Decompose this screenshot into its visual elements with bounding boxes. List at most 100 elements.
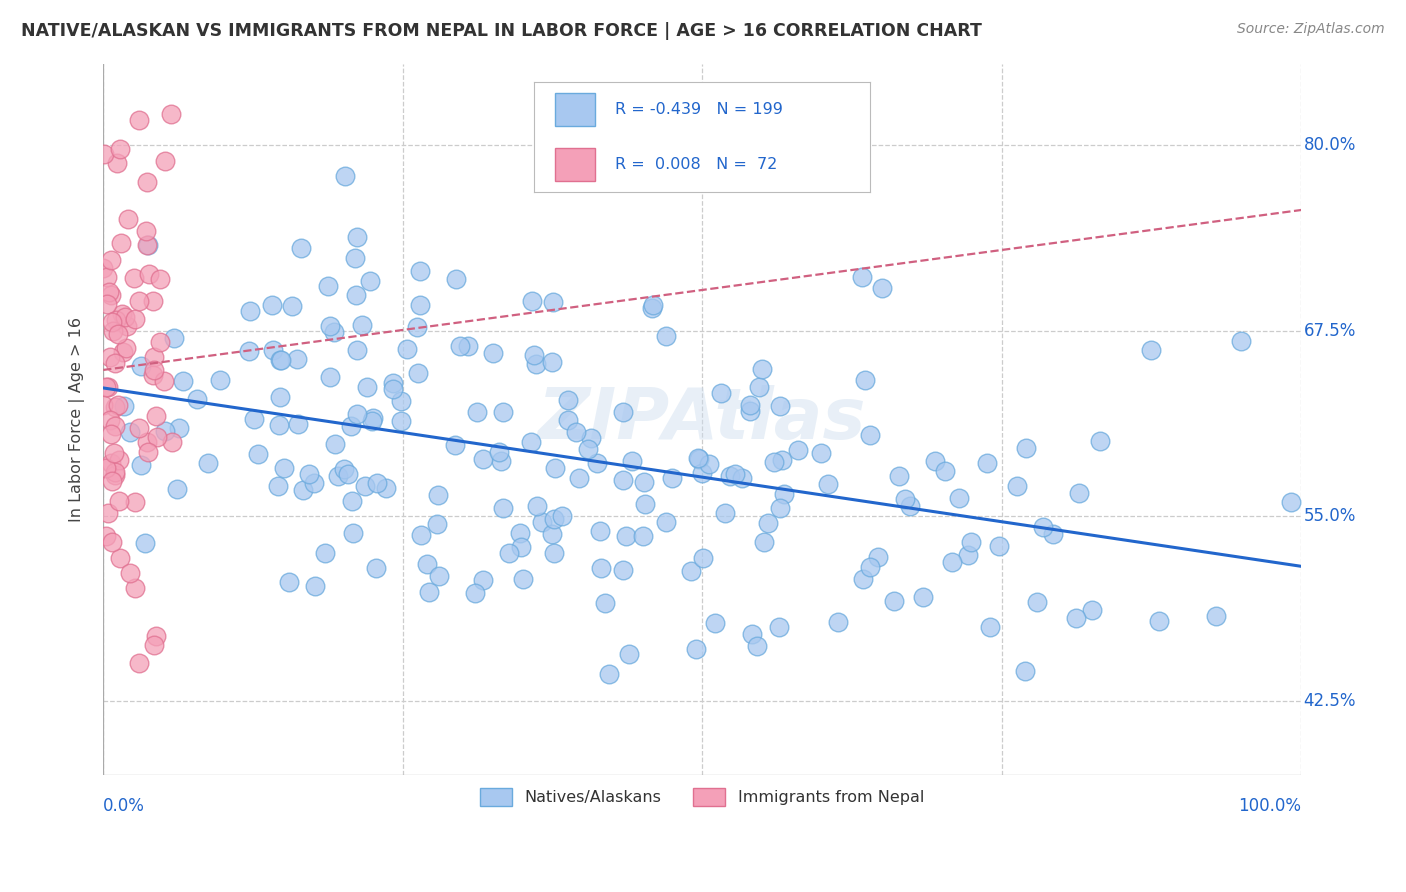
Point [492, 405, 515, 419]
Point [620, 454, 643, 468]
Point [520, 434, 543, 449]
Point [444, 438, 467, 452]
Point [328, 469, 350, 483]
Point [143, 638, 166, 652]
Point [686, 450, 709, 465]
Point [763, 455, 786, 469]
Point [340, 419, 363, 434]
Point [153, 424, 176, 438]
Point [262, 298, 284, 312]
Point [359, 274, 381, 288]
Point [1042, 527, 1064, 541]
Point [323, 325, 346, 339]
Point [100, 287, 122, 301]
Point [1025, 594, 1047, 608]
Point [267, 418, 290, 433]
Point [122, 270, 145, 285]
Text: Source: ZipAtlas.com: Source: ZipAtlas.com [1237, 22, 1385, 37]
Point [269, 390, 291, 404]
Point [911, 590, 934, 604]
Point [489, 454, 512, 468]
Point [146, 430, 169, 444]
Text: ZIPAtlas: ZIPAtlas [538, 384, 866, 454]
Point [342, 525, 364, 540]
Point [540, 526, 562, 541]
Point [740, 404, 762, 418]
Point [246, 448, 269, 462]
Point [1066, 611, 1088, 625]
Point [104, 468, 127, 483]
Point [97, 380, 120, 394]
Point [346, 230, 368, 244]
Point [859, 560, 882, 574]
Point [96, 270, 118, 285]
Point [107, 326, 129, 341]
Point [100, 457, 122, 471]
Point [941, 555, 963, 569]
Point [316, 279, 339, 293]
Point [770, 452, 793, 467]
Point [557, 393, 579, 408]
Point [769, 399, 792, 413]
Point [354, 479, 377, 493]
Point [471, 451, 494, 466]
Point [366, 561, 388, 575]
Point [346, 407, 368, 421]
Point [197, 456, 219, 470]
Text: 67.5%: 67.5% [1303, 321, 1355, 340]
Point [186, 392, 208, 406]
Point [159, 106, 181, 120]
Point [238, 344, 260, 359]
Point [612, 473, 634, 487]
Point [314, 546, 336, 560]
Point [409, 528, 432, 542]
Point [948, 491, 970, 505]
Point [346, 343, 368, 357]
Point [488, 445, 510, 459]
Point [124, 312, 146, 326]
Point [142, 368, 165, 383]
Point [641, 301, 664, 316]
Point [747, 639, 769, 653]
Point [145, 409, 167, 423]
Point [292, 483, 315, 497]
Point [100, 253, 122, 268]
Point [769, 500, 792, 515]
Point [612, 563, 634, 577]
Point [427, 569, 450, 583]
Point [124, 495, 146, 509]
Point [381, 382, 404, 396]
Point [589, 561, 612, 575]
Point [153, 154, 176, 169]
Point [104, 356, 127, 370]
Point [128, 421, 150, 435]
Text: 0.0%: 0.0% [103, 797, 145, 815]
Point [346, 288, 368, 302]
Point [633, 528, 655, 542]
Point [135, 238, 157, 252]
Point [894, 492, 917, 507]
Point [304, 578, 326, 592]
Point [115, 318, 138, 333]
Point [979, 620, 1001, 634]
Point [406, 319, 429, 334]
Point [297, 467, 319, 482]
Point [97, 506, 120, 520]
Point [612, 404, 634, 418]
Point [128, 656, 150, 670]
Point [96, 529, 118, 543]
Point [97, 285, 120, 300]
Point [118, 566, 141, 580]
Point [1007, 479, 1029, 493]
Point [589, 524, 612, 539]
Point [787, 442, 810, 457]
Point [319, 369, 342, 384]
Point [352, 318, 374, 333]
Point [142, 294, 165, 309]
Point [1205, 608, 1227, 623]
Point [375, 481, 398, 495]
Point [1230, 334, 1253, 348]
Point [581, 431, 603, 445]
Point [446, 272, 468, 286]
Point [655, 329, 678, 343]
